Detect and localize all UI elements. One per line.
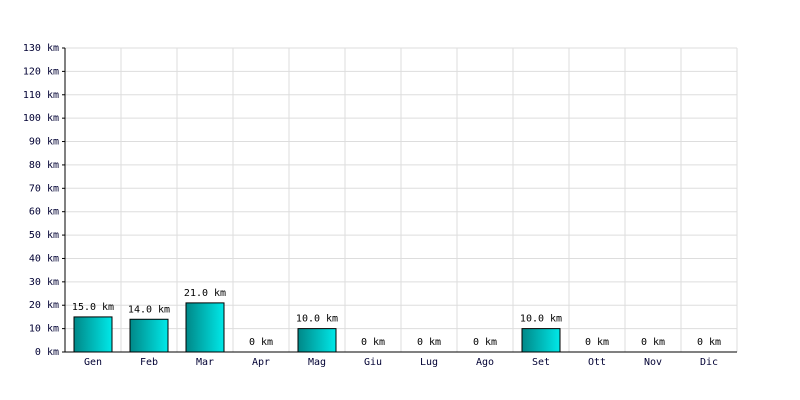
value-label: 14.0 km: [128, 304, 170, 315]
y-tick-label: 130 km: [23, 43, 59, 54]
value-label: 0 km: [417, 337, 441, 348]
y-tick-label: 70 km: [29, 183, 59, 194]
value-label: 0 km: [697, 337, 721, 348]
value-label: 0 km: [361, 337, 385, 348]
y-tick-label: 120 km: [23, 66, 59, 77]
value-label: 0 km: [641, 337, 665, 348]
value-label: 0 km: [249, 337, 273, 348]
y-tick-label: 60 km: [29, 207, 59, 218]
value-label: 15.0 km: [72, 302, 114, 313]
x-tick-label: Feb: [140, 357, 158, 368]
y-tick-label: 30 km: [29, 277, 59, 288]
bar: [129, 318, 169, 353]
x-tick-label: Nov: [644, 357, 662, 368]
value-label: 10.0 km: [296, 314, 338, 325]
bar: [297, 328, 337, 353]
value-label: 21.0 km: [184, 288, 226, 299]
x-tick-label: Ago: [476, 357, 494, 368]
y-tick-label: 90 km: [29, 137, 59, 148]
x-tick-label: Apr: [252, 357, 270, 368]
x-tick-label: Dic: [700, 357, 718, 368]
bar: [185, 302, 225, 353]
y-tick-label: 20 km: [29, 300, 59, 311]
x-tick-label: Mag: [308, 357, 326, 368]
x-tick-label: Giu: [364, 357, 382, 368]
x-tick-label: Ott: [588, 357, 606, 368]
y-tick-label: 0 km: [35, 347, 59, 358]
bar: [73, 316, 113, 353]
x-tick-label: Set: [532, 357, 550, 368]
x-tick-label: Lug: [420, 357, 438, 368]
y-tick-label: 110 km: [23, 90, 59, 101]
y-tick-label: 50 km: [29, 230, 59, 241]
x-tick-label: Mar: [196, 357, 214, 368]
y-tick-label: 40 km: [29, 253, 59, 264]
x-tick-label: Gen: [84, 357, 102, 368]
y-tick-label: 80 km: [29, 160, 59, 171]
value-label: 10.0 km: [520, 314, 562, 325]
bar: [521, 328, 561, 353]
y-tick-label: 100 km: [23, 113, 59, 124]
value-label: 0 km: [585, 337, 609, 348]
y-tick-label: 10 km: [29, 324, 59, 335]
value-label: 0 km: [473, 337, 497, 348]
